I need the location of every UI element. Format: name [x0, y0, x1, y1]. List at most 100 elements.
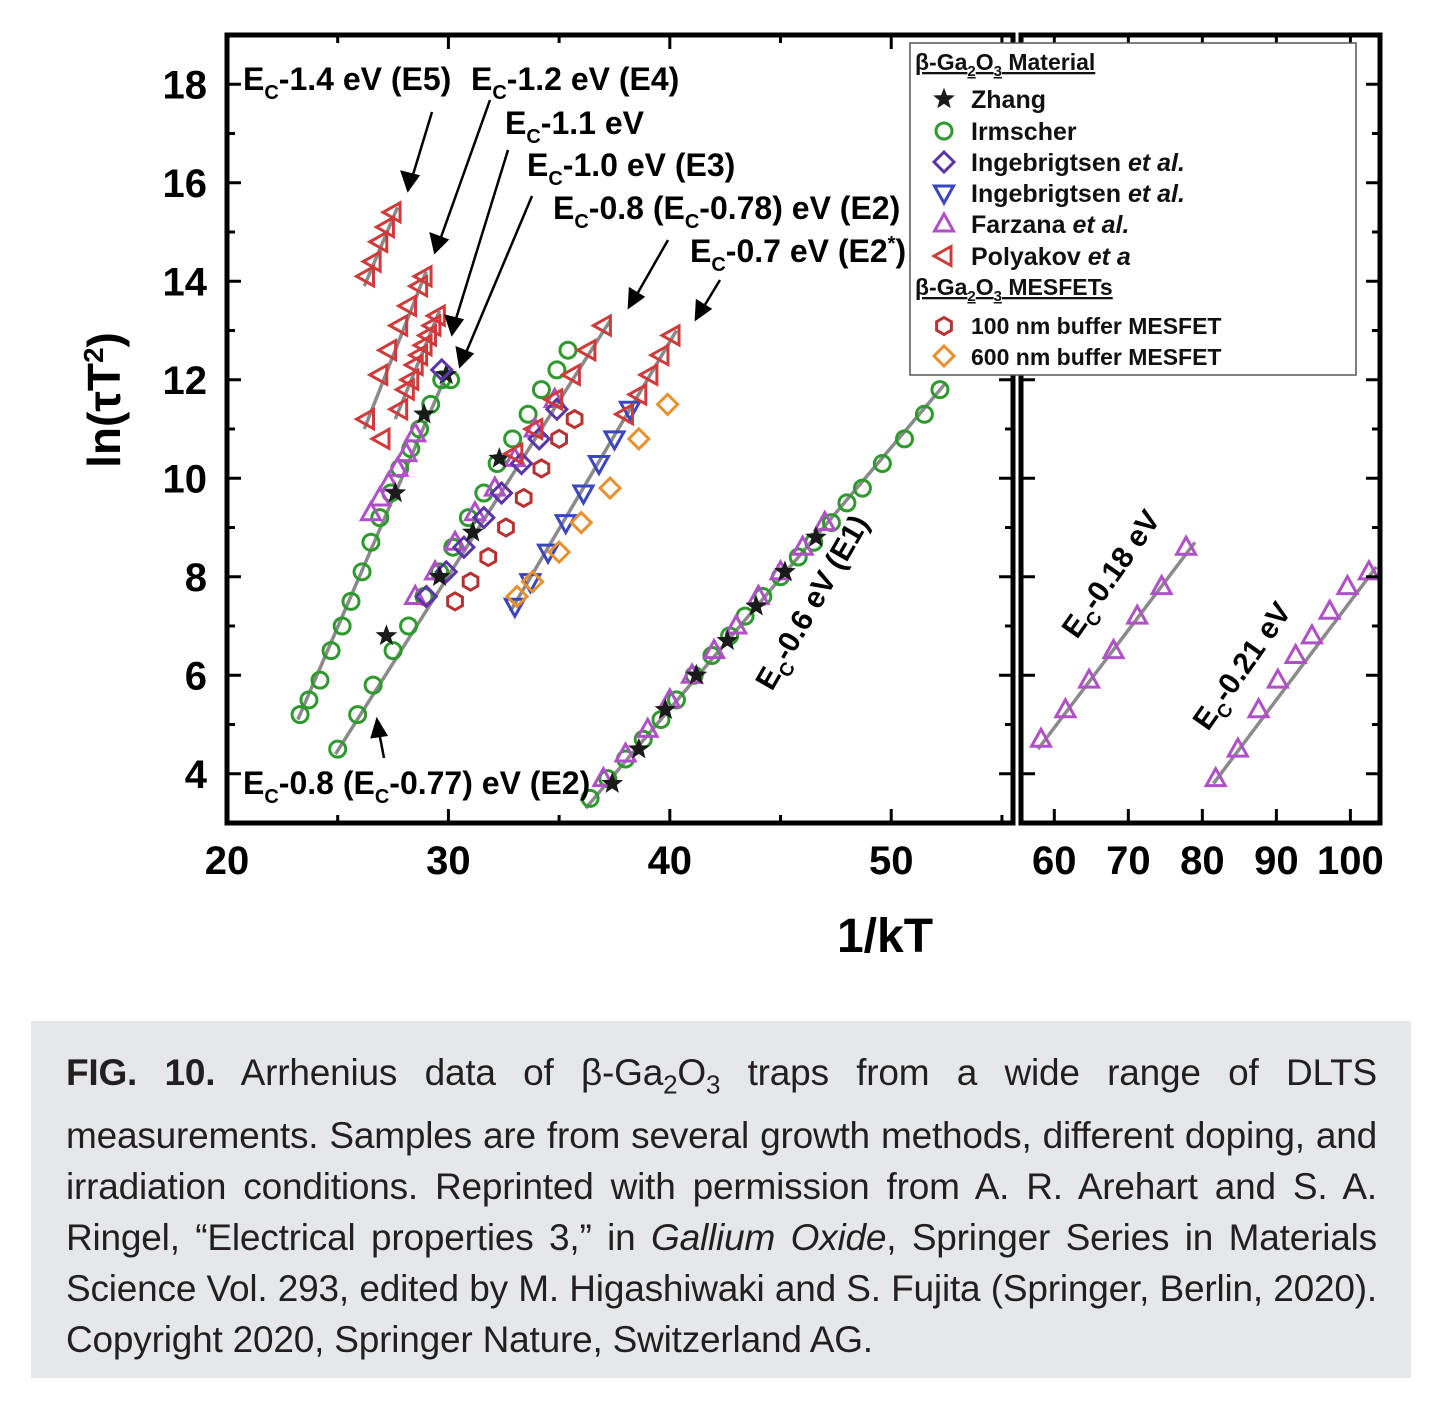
- x-axis-label: 1/kT: [837, 910, 933, 963]
- data-point: [419, 313, 442, 338]
- data-point: [386, 397, 409, 422]
- data-point: [716, 629, 739, 651]
- data-point: [414, 584, 439, 609]
- data-point: [1125, 603, 1150, 625]
- data-point: [410, 333, 433, 358]
- data-point: [580, 788, 600, 808]
- data-point: [521, 416, 544, 442]
- y-tick-label: 12: [163, 359, 208, 403]
- data-point: [837, 493, 857, 513]
- data-point: [328, 739, 348, 759]
- data-point: [788, 547, 808, 567]
- legend-marker: [931, 149, 957, 175]
- data-point: [1028, 726, 1054, 748]
- data-point: [394, 440, 419, 463]
- data-point: [559, 362, 581, 387]
- data-point: [375, 624, 398, 646]
- data-point: [685, 663, 708, 685]
- data-point: [647, 343, 670, 368]
- data-point: [332, 616, 352, 636]
- annotation-ec-0-18: EC-0.18 eV: [1056, 505, 1172, 648]
- y-tick-label: 10: [163, 457, 208, 501]
- data-point: [479, 546, 498, 568]
- legend-marker: [935, 315, 953, 337]
- y-tick-label: 6: [185, 654, 207, 698]
- x-tick-label: 40: [648, 839, 693, 883]
- x-tick-label: 60: [1032, 839, 1077, 883]
- data-point: [353, 264, 375, 289]
- data-point: [310, 670, 330, 690]
- data-point: [1077, 667, 1102, 689]
- data-point: [384, 481, 407, 503]
- legend-entry-farzana: Farzana et al.: [971, 211, 1129, 239]
- data-point: [1149, 573, 1174, 596]
- legend-entry-100nm-mesfet: 100 nm buffer MESFET: [971, 313, 1221, 339]
- data-point: [547, 360, 567, 380]
- legend-marker: [930, 243, 953, 269]
- data-point: [655, 392, 680, 417]
- data-point: [535, 543, 561, 566]
- data-point: [393, 377, 415, 402]
- data-point: [424, 303, 446, 328]
- data-point: [658, 323, 681, 348]
- fit-line: [1212, 565, 1378, 785]
- data-point: [790, 534, 815, 556]
- data-point: [290, 705, 310, 725]
- arrow-e2-078-head: [627, 286, 646, 310]
- data-point: [571, 484, 596, 507]
- annotation-e2-077: EC-0.8 (EC-0.77) eV (E2): [243, 765, 590, 808]
- data-points: [290, 200, 1381, 808]
- data-point: [370, 508, 390, 528]
- data-point: [930, 380, 950, 400]
- arrow-e2-star: [701, 279, 722, 309]
- data-point: [1265, 667, 1290, 689]
- data-point: [1335, 573, 1360, 596]
- data-point: [360, 249, 382, 274]
- data-point: [518, 404, 538, 424]
- data-point: [406, 274, 429, 299]
- legend-entry-zhang: Zhang: [971, 86, 1046, 114]
- data-point: [520, 569, 545, 594]
- data-point: [514, 487, 533, 509]
- tick-labels: 4 6 8 10 12 14 16 18 20 30 40 50 60 70 80 90 100: [163, 63, 1384, 883]
- data-point: [502, 597, 527, 620]
- data-point: [397, 367, 420, 392]
- data-point: [504, 584, 530, 609]
- arrow-e5: [410, 111, 434, 179]
- x-tick-label: 20: [205, 839, 250, 883]
- arrow-e4-head: [429, 232, 450, 255]
- data-point: [1299, 622, 1324, 645]
- legend: β-Ga2O3 Material Zhang Irmscher Ingebrig…: [909, 42, 1357, 376]
- data-point: [361, 532, 381, 552]
- data-point: [403, 420, 428, 443]
- data-point: [569, 510, 594, 535]
- data-point: [379, 200, 402, 225]
- caption-sub-1: 2: [663, 1069, 678, 1100]
- y-tick-label: 18: [163, 63, 208, 107]
- data-point: [872, 453, 892, 473]
- data-point: [341, 591, 361, 611]
- data-point: [299, 690, 319, 710]
- x-tick-label: 70: [1106, 839, 1151, 883]
- figure-caption: FIG. 10. Arrhenius data of β-Ga2O3 traps…: [66, 1047, 1377, 1365]
- y-tick-label: 14: [163, 260, 208, 304]
- data-point: [1356, 558, 1381, 581]
- x-tick-label: 30: [426, 839, 471, 883]
- arrow-e2-077-head: [370, 716, 389, 739]
- legend-marker: [933, 87, 955, 109]
- data-point: [386, 313, 409, 338]
- data-point: [458, 508, 478, 528]
- data-point: [1053, 696, 1078, 719]
- legend-marker: [931, 343, 957, 369]
- data-point: [635, 716, 660, 738]
- data-point: [385, 455, 410, 477]
- data-point: [601, 772, 624, 793]
- legend-markers: [930, 87, 957, 369]
- data-point: [429, 357, 454, 383]
- legend-entry-ingebrigtsen-triangle: Ingebrigtsen et al.: [971, 180, 1185, 208]
- fit-line: [508, 329, 678, 613]
- data-point: [1283, 642, 1308, 665]
- arrow-e2-star-head: [694, 298, 713, 322]
- legend-marker: [931, 210, 957, 233]
- data-point: [363, 675, 383, 695]
